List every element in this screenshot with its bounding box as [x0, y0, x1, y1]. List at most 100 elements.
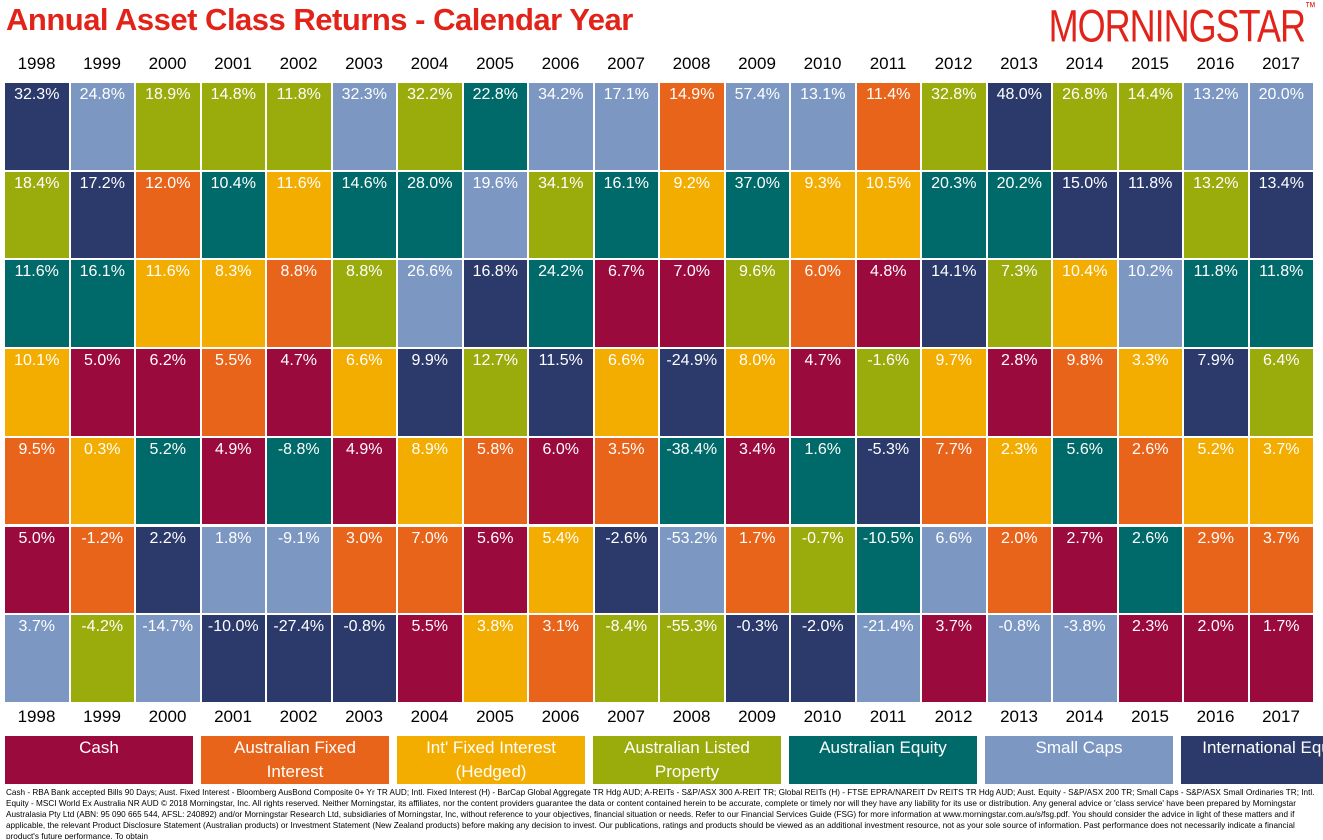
return-cell: 11.5% [529, 349, 593, 436]
return-cell: -24.9% [660, 349, 724, 436]
return-cell: 16.1% [594, 171, 658, 259]
year-label-top: 2001 [214, 54, 252, 73]
return-cell: 14.8% [201, 83, 265, 170]
return-cell: 11.6% [267, 171, 331, 259]
return-cell: 34.1% [529, 171, 593, 259]
return-cell: 2.8% [987, 349, 1051, 436]
return-cell: -0.8% [332, 615, 396, 702]
return-cell: 9.9% [398, 349, 462, 436]
return-cell: 12.7% [463, 349, 527, 436]
return-cell: 20.0% [1249, 83, 1313, 170]
return-cell: 10.4% [201, 171, 265, 259]
return-cell: -53.2% [660, 526, 724, 614]
return-cell: 18.9% [136, 83, 200, 170]
return-cell: 32.2% [398, 83, 462, 170]
return-cell: 32.8% [922, 83, 986, 170]
year-label-top: 2011 [869, 54, 907, 73]
return-cell: 14.4% [1118, 83, 1182, 170]
return-cell: 3.5% [594, 437, 658, 525]
return-cell: 9.8% [1053, 349, 1117, 436]
return-cell: 37.0% [725, 171, 789, 259]
return-cell: 2.6% [1118, 437, 1182, 525]
year-label-top: 2017 [1262, 54, 1300, 73]
return-cell: 5.8% [463, 437, 527, 525]
return-cell: -4.2% [70, 615, 134, 702]
return-cell: -27.4% [267, 615, 331, 702]
year-label-bottom: 2002 [279, 707, 318, 726]
year-label-bottom: 2001 [214, 707, 252, 726]
return-cell: 20.2% [987, 171, 1051, 259]
return-cell: 11.6% [136, 260, 200, 348]
year-label-bottom: 2009 [738, 707, 776, 726]
year-label-bottom: 2007 [607, 707, 645, 726]
return-cell: 2.3% [987, 437, 1051, 525]
return-cell: 13.2% [1184, 83, 1248, 170]
return-cell: 14.9% [660, 83, 724, 170]
year-label-bottom: 2013 [1000, 707, 1038, 726]
return-cell: -2.6% [594, 526, 658, 614]
return-cell: 7.3% [987, 260, 1051, 348]
year-label-top: 2010 [803, 54, 842, 73]
return-cell: 20.3% [922, 171, 986, 259]
year-label-top: 2009 [738, 54, 776, 73]
logo: MORNINGSTAR™ [1048, 0, 1316, 53]
year-label-top: 2005 [476, 54, 514, 73]
return-cell: -21.4% [856, 615, 920, 702]
return-cell: -1.6% [856, 349, 920, 436]
legend-item: Australian Equity [789, 736, 977, 784]
return-cell: 2.0% [1184, 615, 1248, 702]
year-label-bottom: 2014 [1065, 707, 1104, 726]
return-cell: 8.9% [398, 437, 462, 525]
year-label-bottom: 2010 [803, 707, 842, 726]
return-cell: 19.6% [463, 171, 527, 259]
logo-text: MORNINGSTAR [1048, 0, 1306, 52]
return-cell: 6.4% [1249, 349, 1313, 436]
year-label-top: 1998 [17, 54, 56, 73]
return-cell: 0.3% [70, 437, 134, 525]
year-label-top: 2000 [148, 54, 187, 73]
year-label-top: 2003 [345, 54, 383, 73]
return-cell: 1.8% [201, 526, 265, 614]
return-cell: 3.7% [1249, 526, 1313, 614]
return-cell: -3.8% [1053, 615, 1117, 702]
return-cell: 1.7% [725, 526, 789, 614]
return-cell: 8.8% [332, 260, 396, 348]
year-label-bottom: 2000 [148, 707, 187, 726]
legend-item: Australian Fixed Interest [201, 736, 389, 784]
return-cell: 2.0% [987, 526, 1051, 614]
return-cell: 3.4% [725, 437, 789, 525]
return-cell: 9.7% [922, 349, 986, 436]
return-cell: 4.7% [267, 349, 331, 436]
return-cell: 57.4% [725, 83, 789, 170]
return-cell: 17.2% [70, 171, 134, 259]
logo-mark: ™ [1305, 0, 1316, 15]
return-cell: -0.3% [725, 615, 789, 702]
return-cell: 7.0% [398, 526, 462, 614]
return-cell: 9.5% [5, 437, 69, 525]
return-cell: 3.1% [529, 615, 593, 702]
year-label-bottom: 2008 [672, 707, 711, 726]
year-label-top: 2008 [672, 54, 711, 73]
return-cell: -0.7% [791, 526, 855, 614]
return-cell: -8.8% [267, 437, 331, 525]
year-label-top: 2016 [1196, 54, 1235, 73]
return-cell: 3.0% [332, 526, 396, 614]
return-cell: 11.6% [5, 260, 69, 348]
return-cell: 11.8% [1118, 171, 1182, 259]
return-cell: 6.0% [791, 260, 855, 348]
year-label-top: 2006 [541, 54, 580, 73]
year-label-top: 2015 [1131, 54, 1169, 73]
return-cell: 2.9% [1184, 526, 1248, 614]
return-cell: 11.8% [1249, 260, 1313, 348]
return-cell: 9.3% [791, 171, 855, 259]
title: Annual Asset Class Returns - Calendar Ye… [6, 2, 633, 37]
return-cell: 5.5% [398, 615, 462, 702]
return-cell: 17.1% [594, 83, 658, 170]
return-cell: 6.0% [529, 437, 593, 525]
return-cell: 26.6% [398, 260, 462, 348]
return-cell: 13.4% [1249, 171, 1313, 259]
return-cell: 4.7% [791, 349, 855, 436]
return-cell: 12.0% [136, 171, 200, 259]
year-label-top: 2012 [934, 54, 973, 73]
